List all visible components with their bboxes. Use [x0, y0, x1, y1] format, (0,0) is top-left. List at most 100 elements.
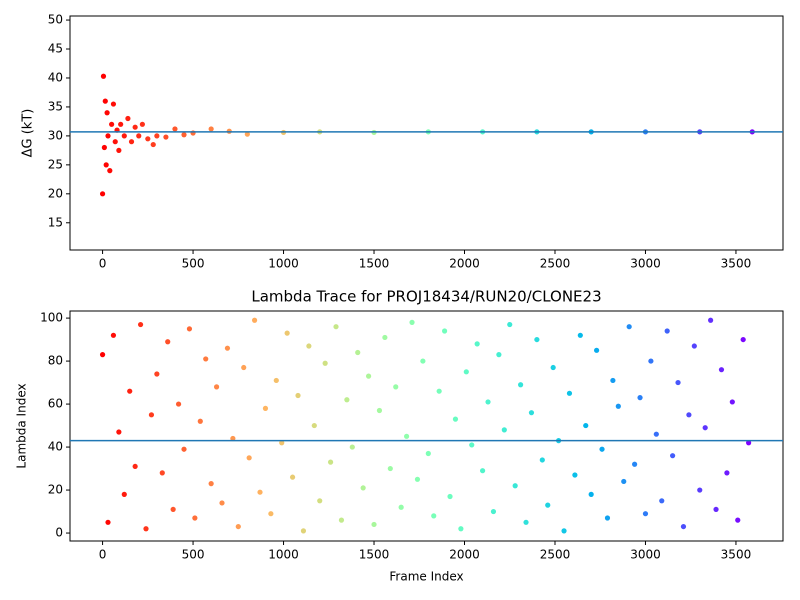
- x-tick-label: 2000: [449, 548, 480, 562]
- plot-frame: [69, 310, 784, 542]
- point: [327, 459, 334, 465]
- point: [100, 73, 107, 79]
- point: [143, 526, 149, 532]
- point: [289, 474, 296, 480]
- point: [642, 511, 649, 517]
- point: [626, 324, 632, 330]
- point: [409, 319, 415, 325]
- y-tick-label: 40: [48, 440, 63, 454]
- point: [262, 405, 269, 411]
- x-tick-label: 3500: [721, 257, 752, 271]
- point: [128, 139, 135, 145]
- point: [99, 352, 106, 358]
- point: [431, 513, 437, 519]
- point: [154, 371, 160, 377]
- point: [479, 468, 486, 474]
- point: [501, 427, 507, 433]
- chart-title: Lambda Trace for PROJ18434/RUN20/CLONE23: [251, 288, 601, 306]
- point: [112, 139, 118, 145]
- point: [545, 502, 551, 508]
- y-tick-label: 35: [48, 99, 63, 113]
- x-axis-label: Frame Index: [389, 570, 463, 584]
- y-tick-label: 25: [48, 157, 63, 171]
- x-tick-label: 1500: [359, 257, 390, 271]
- x-tick-label: 0: [99, 548, 107, 562]
- point: [691, 343, 697, 349]
- point: [132, 124, 138, 130]
- point: [241, 364, 247, 371]
- point: [653, 431, 659, 437]
- point: [365, 373, 372, 379]
- point: [496, 352, 502, 358]
- point: [670, 453, 676, 459]
- point: [121, 491, 127, 497]
- point: [523, 519, 529, 525]
- y-tick-label: 80: [48, 354, 63, 368]
- point: [637, 395, 643, 401]
- point: [163, 134, 169, 140]
- point: [474, 341, 480, 347]
- plot-frame: [69, 15, 784, 251]
- point: [599, 446, 605, 452]
- y-tick-label: 0: [55, 526, 63, 540]
- point: [648, 358, 654, 364]
- point: [246, 455, 252, 461]
- point: [322, 360, 328, 366]
- point: [251, 317, 258, 323]
- point: [746, 440, 752, 446]
- point: [132, 463, 138, 470]
- x-tick-label: 3000: [630, 548, 661, 562]
- point: [539, 457, 545, 463]
- point: [273, 377, 279, 384]
- point: [398, 504, 404, 510]
- point: [518, 382, 524, 388]
- point: [632, 461, 638, 467]
- point: [534, 336, 540, 343]
- point: [376, 407, 383, 414]
- point: [170, 506, 176, 513]
- point: [729, 399, 735, 405]
- point: [139, 121, 145, 127]
- point: [279, 440, 285, 446]
- y-tick-label: 20: [48, 186, 63, 200]
- point: [306, 343, 312, 349]
- point: [154, 133, 160, 139]
- point: [116, 147, 122, 153]
- point: [203, 356, 209, 362]
- point: [447, 493, 453, 500]
- y-tick-label: 20: [48, 483, 63, 497]
- point: [441, 328, 448, 334]
- point: [583, 422, 589, 429]
- point: [425, 450, 431, 457]
- point: [724, 470, 730, 476]
- point: [615, 403, 621, 409]
- point: [165, 339, 171, 345]
- point: [268, 511, 274, 517]
- y-tick-label: 100: [40, 311, 63, 325]
- point: [507, 321, 513, 328]
- point: [686, 412, 692, 418]
- point: [740, 336, 746, 343]
- x-tick-label: 1500: [359, 548, 390, 562]
- y-axis-label: ΔG (kT): [21, 109, 36, 158]
- y-tick-label: 50: [48, 13, 63, 27]
- point: [101, 144, 107, 151]
- point: [702, 425, 708, 431]
- point: [145, 136, 151, 142]
- point: [680, 523, 687, 530]
- point: [675, 379, 681, 386]
- point: [127, 388, 133, 394]
- point: [181, 446, 187, 452]
- point: [148, 412, 155, 418]
- x-tick-label: 3500: [721, 548, 752, 562]
- point: [338, 517, 345, 523]
- x-tick-label: 500: [182, 548, 205, 562]
- point: [604, 515, 611, 521]
- point: [137, 321, 144, 328]
- point: [197, 418, 203, 424]
- point: [621, 478, 627, 485]
- point: [371, 521, 377, 528]
- point: [107, 168, 113, 174]
- point: [230, 435, 236, 442]
